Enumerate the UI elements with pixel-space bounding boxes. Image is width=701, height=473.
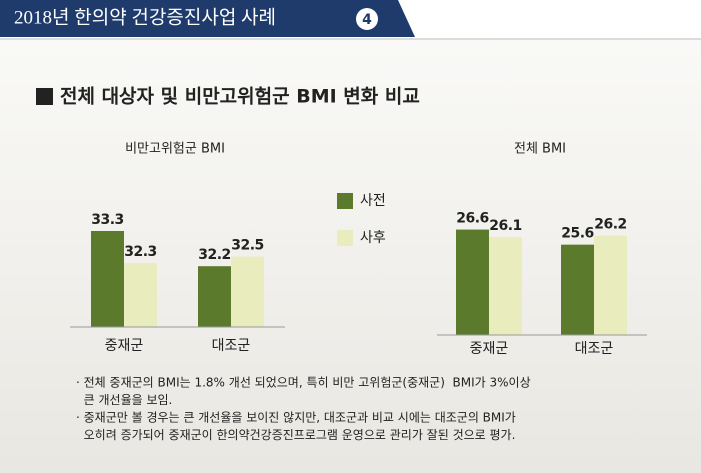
bar — [561, 244, 594, 335]
value-label: 26.2 — [594, 217, 627, 233]
bar — [124, 263, 157, 327]
x-tick-label: 중재군 — [470, 341, 509, 357]
legend-swatch — [337, 193, 353, 209]
chart-title: 비만고위험군 BMI — [125, 142, 225, 157]
heading: 전체 대상자 및 비만고위험군 BMI 변화 비교 — [60, 86, 420, 108]
notes: · 전체 중재군의 BMI는 1.8% 개선 되었으며, 특히 비만 고위험군(… — [76, 376, 531, 443]
heading-square — [36, 88, 53, 105]
header-badge — [356, 8, 378, 30]
note-line: 큰 개선율을 보임. — [76, 393, 172, 407]
header-title: 2018년 한의약 건강증진사업 사례 — [14, 6, 276, 28]
note-line: 오히려 증가되어 중재군이 한의약건강증진프로그램 운영으로 관리가 잘된 것으… — [76, 427, 515, 442]
header-bar — [0, 0, 415, 37]
legend-label: 사후 — [360, 230, 386, 246]
value-label: 32.2 — [198, 247, 231, 263]
value-label: 26.6 — [456, 211, 489, 227]
bar — [91, 231, 124, 327]
bar — [456, 229, 489, 335]
x-tick-label: 대조군 — [212, 338, 251, 354]
bar — [231, 256, 264, 327]
bar — [198, 266, 231, 327]
value-label: 32.3 — [124, 244, 157, 260]
note-line: · 중재군만 볼 경우는 큰 개선율을 보이진 않지만, 대조군과 비교 시에는… — [76, 411, 516, 425]
value-label: 32.5 — [231, 238, 264, 254]
value-label: 26.1 — [489, 218, 522, 234]
x-tick-label: 대조군 — [575, 341, 614, 357]
legend-label: 사전 — [360, 193, 386, 209]
value-label: 33.3 — [91, 212, 124, 228]
value-label: 25.6 — [561, 226, 594, 242]
note-line: · 전체 중재군의 BMI는 1.8% 개선 되었으며, 특히 비만 고위험군(… — [76, 376, 531, 390]
bar — [489, 237, 522, 335]
chart-title: 전체 BMI — [514, 142, 566, 157]
legend-swatch — [337, 230, 353, 246]
header-badge-number: 4 — [362, 12, 372, 28]
bar — [594, 235, 627, 335]
x-tick-label: 중재군 — [105, 338, 144, 354]
